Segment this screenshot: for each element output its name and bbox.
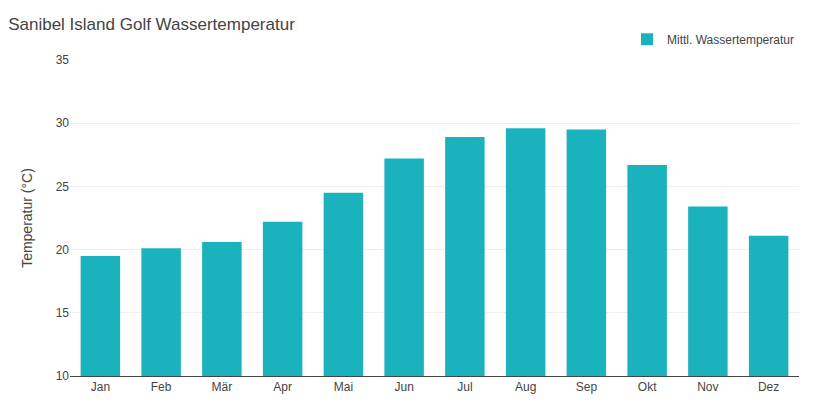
svg-text:Mai: Mai (334, 380, 353, 394)
svg-text:Mär: Mär (212, 380, 233, 394)
svg-text:Temperatur (°C): Temperatur (°C) (19, 168, 35, 268)
svg-text:Jul: Jul (457, 380, 472, 394)
svg-text:35: 35 (56, 53, 70, 67)
svg-text:Sanibel Island Golf Wassertemp: Sanibel Island Golf Wassertemperatur (8, 15, 295, 34)
svg-text:Apr: Apr (273, 380, 292, 394)
svg-text:Jun: Jun (394, 380, 413, 394)
svg-text:Okt: Okt (638, 380, 657, 394)
svg-text:Nov: Nov (697, 380, 718, 394)
svg-text:Aug: Aug (515, 380, 536, 394)
svg-text:Mittl. Wassertemperatur: Mittl. Wassertemperatur (667, 33, 794, 47)
svg-text:25: 25 (56, 180, 70, 194)
svg-text:Dez: Dez (758, 380, 779, 394)
svg-text:20: 20 (56, 243, 70, 257)
svg-text:Feb: Feb (151, 380, 172, 394)
svg-text:Sep: Sep (576, 380, 598, 394)
svg-text:Jan: Jan (91, 380, 110, 394)
svg-text:10: 10 (56, 369, 70, 383)
svg-text:15: 15 (56, 306, 70, 320)
svg-text:30: 30 (56, 116, 70, 130)
